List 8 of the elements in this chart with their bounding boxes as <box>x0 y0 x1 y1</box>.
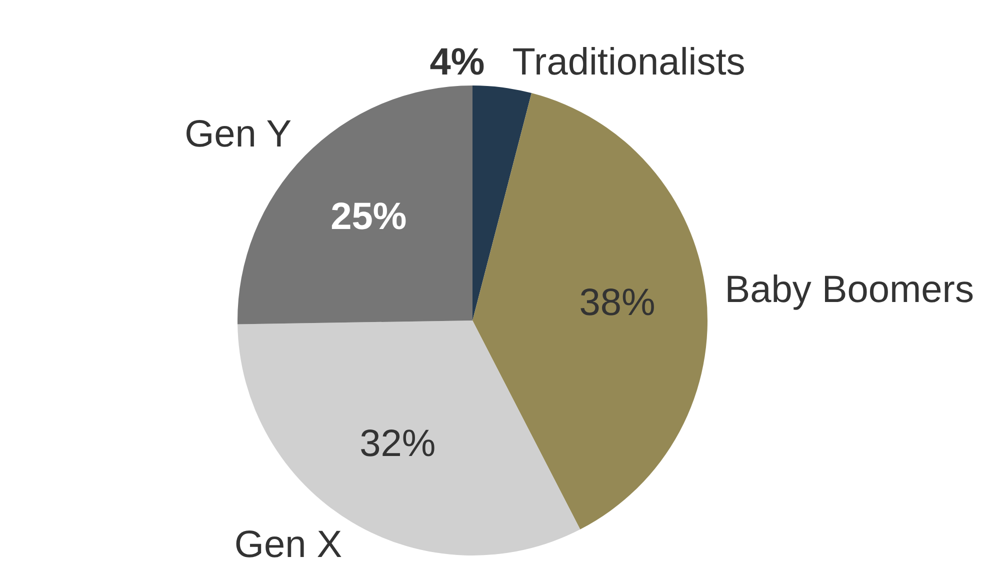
data-label: 25% <box>330 196 407 238</box>
data-label: 4% <box>430 42 485 84</box>
slice-label: Gen Y <box>184 113 292 156</box>
slice-label: Traditionalists <box>512 42 746 84</box>
slice-label: Baby Boomers <box>724 268 974 311</box>
data-label: 38% <box>579 282 656 324</box>
slice-label: Gen X <box>234 524 342 566</box>
data-label: 32% <box>360 422 436 465</box>
